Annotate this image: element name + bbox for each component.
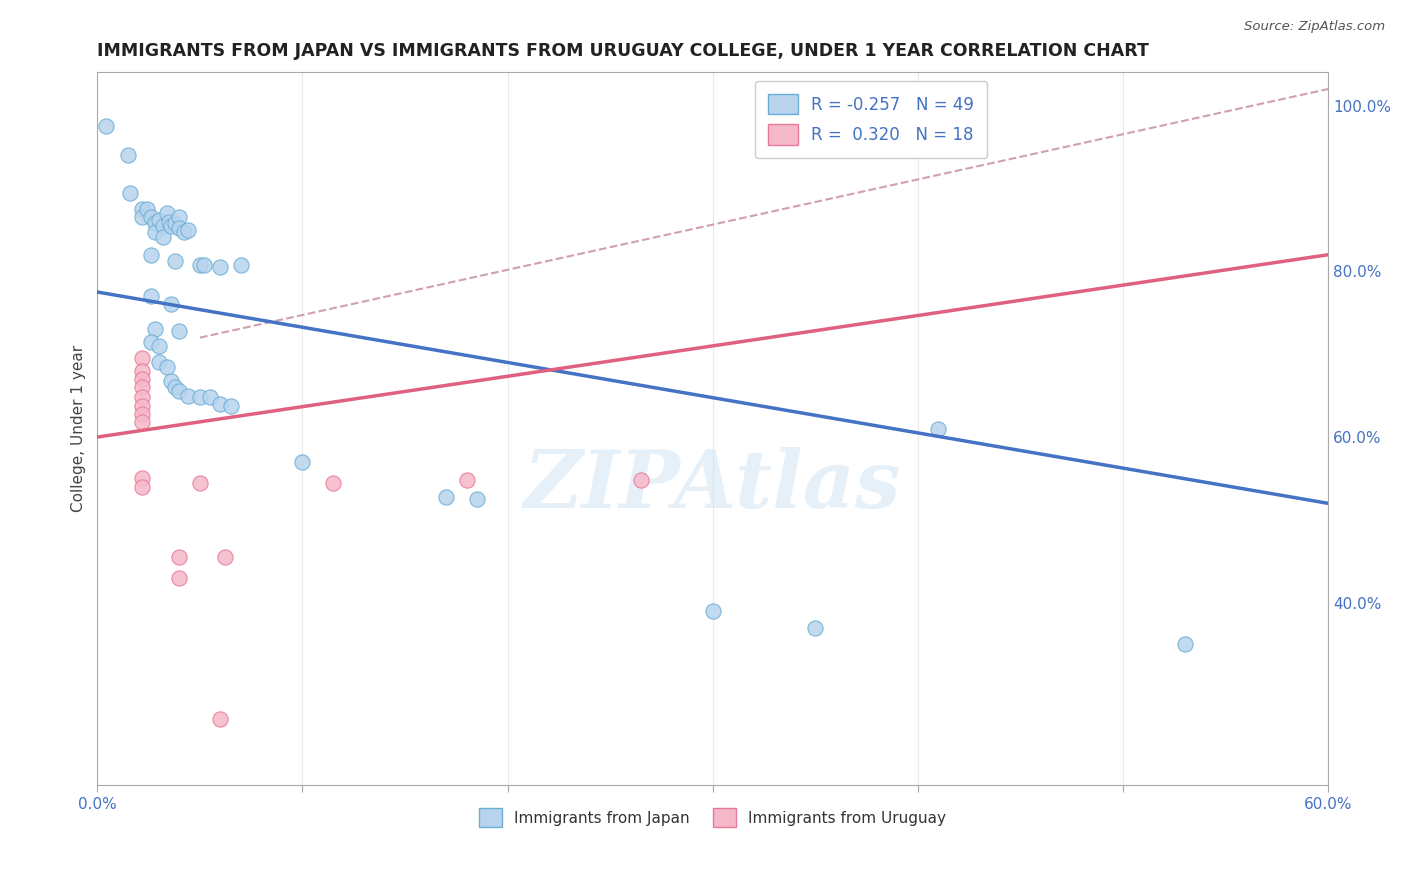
Point <box>188 390 211 404</box>
Point <box>135 202 157 216</box>
Point <box>94 120 117 134</box>
Point <box>322 475 344 490</box>
Point <box>160 297 183 311</box>
Point <box>157 214 180 228</box>
Point <box>120 186 142 200</box>
Point <box>702 604 724 618</box>
Point <box>160 219 183 233</box>
Y-axis label: College, Under 1 year: College, Under 1 year <box>72 345 86 512</box>
Point <box>456 473 478 487</box>
Point <box>152 229 174 244</box>
Point <box>169 384 191 399</box>
Point <box>229 258 252 272</box>
Text: Source: ZipAtlas.com: Source: ZipAtlas.com <box>1244 20 1385 33</box>
Legend: Immigrants from Japan, Immigrants from Uruguay: Immigrants from Japan, Immigrants from U… <box>471 800 953 835</box>
Point <box>131 407 153 421</box>
Text: IMMIGRANTS FROM JAPAN VS IMMIGRANTS FROM URUGUAY COLLEGE, UNDER 1 YEAR CORRELATI: IMMIGRANTS FROM JAPAN VS IMMIGRANTS FROM… <box>97 42 1149 60</box>
Text: ZIPAtlas: ZIPAtlas <box>524 447 901 524</box>
Point <box>148 213 170 227</box>
Point <box>143 322 166 336</box>
Point <box>131 202 153 216</box>
Point <box>131 480 153 494</box>
Point <box>188 258 211 272</box>
Point <box>152 219 174 233</box>
Point <box>1173 637 1195 651</box>
Point <box>291 455 314 469</box>
Point <box>169 221 191 235</box>
Point <box>209 712 232 726</box>
Point <box>131 211 153 225</box>
Point <box>131 364 153 378</box>
Point <box>148 355 170 369</box>
Point <box>139 289 162 303</box>
Point <box>176 389 198 403</box>
Point <box>169 211 191 225</box>
Point <box>139 211 162 225</box>
Point <box>219 399 242 413</box>
Point <box>131 390 153 404</box>
Point <box>198 390 221 404</box>
Point <box>927 422 949 436</box>
Point <box>131 399 153 413</box>
Point <box>117 148 139 162</box>
Point <box>148 339 170 353</box>
Point <box>165 254 187 268</box>
Point <box>139 248 162 262</box>
Point <box>156 206 179 220</box>
Point <box>143 216 166 230</box>
Point <box>131 471 153 485</box>
Point <box>193 258 215 272</box>
Point <box>169 550 191 565</box>
Point <box>156 359 179 374</box>
Point <box>630 473 652 487</box>
Point <box>131 351 153 366</box>
Point <box>209 397 232 411</box>
Point <box>188 475 211 490</box>
Point <box>434 490 457 504</box>
Point <box>169 324 191 338</box>
Point <box>131 415 153 429</box>
Point <box>465 492 488 507</box>
Point <box>214 550 236 565</box>
Point <box>143 225 166 239</box>
Point <box>131 372 153 386</box>
Point <box>165 216 187 230</box>
Point <box>131 380 153 394</box>
Point <box>209 260 232 275</box>
Point <box>176 223 198 237</box>
Point <box>804 621 827 635</box>
Point <box>173 225 195 239</box>
Point <box>160 374 183 388</box>
Point <box>139 334 162 349</box>
Point <box>169 571 191 585</box>
Point <box>165 380 187 394</box>
